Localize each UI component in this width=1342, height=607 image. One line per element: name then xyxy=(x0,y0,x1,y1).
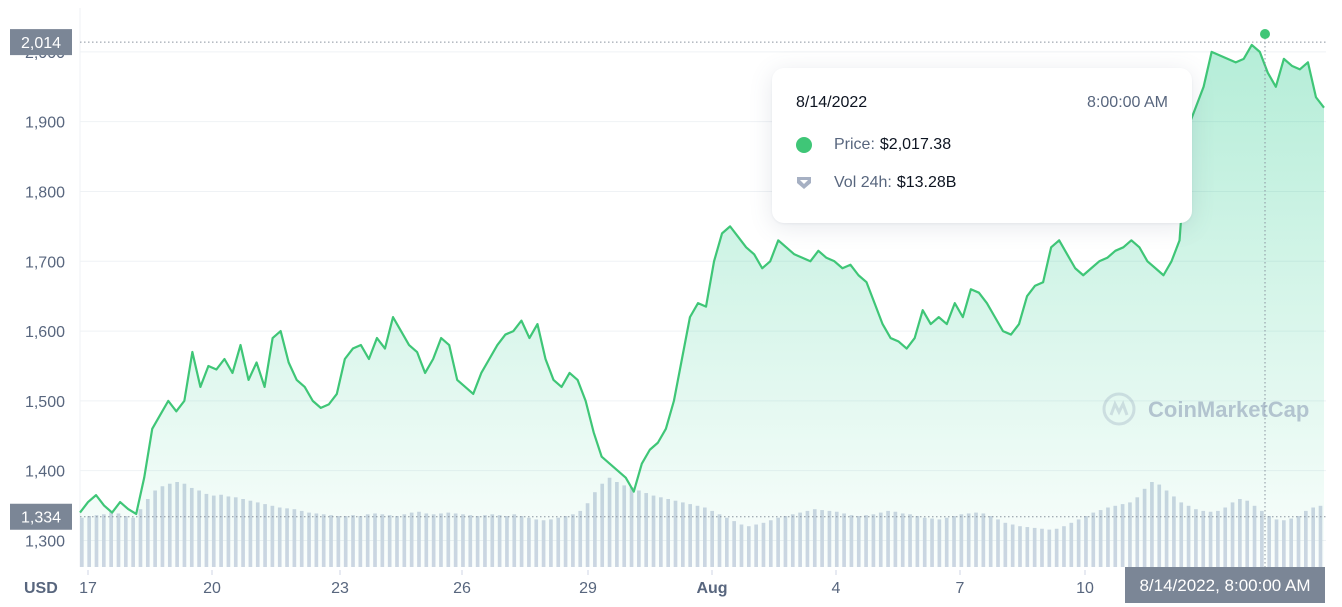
watermark-logo-icon xyxy=(1102,392,1136,426)
x-tick-label: 23 xyxy=(331,580,349,597)
y-tick-label: 1,700 xyxy=(25,254,65,271)
low-marker-label: 1,334 xyxy=(21,510,61,527)
x-tick-label: Aug xyxy=(696,580,727,597)
tooltip-price-label: Price: xyxy=(834,136,875,153)
tooltip-volume-row: Vol 24h: $13.28B xyxy=(796,174,956,192)
low-marker-box xyxy=(10,503,72,530)
y-tick-label: 1,800 xyxy=(25,184,65,201)
crosshair-date-box xyxy=(1125,567,1325,603)
y-tick-label: 1,900 xyxy=(25,115,65,132)
tooltip-price-value: $2,017.38 xyxy=(879,136,952,153)
chart-tooltip: 8/14/2022 8:00:00 AM Price: $2,017.38 Vo… xyxy=(772,68,1192,223)
y-tick-label: 1,500 xyxy=(25,394,65,411)
tooltip-volume-value: $13.28B xyxy=(896,174,957,191)
x-tick-label: 4 xyxy=(832,580,841,597)
tooltip-time: 8:00:00 AM xyxy=(1087,94,1168,111)
x-tick-label: 7 xyxy=(956,580,965,597)
y-tick-label: 1,400 xyxy=(25,464,65,481)
high-marker-box xyxy=(10,29,72,56)
x-tick-label: 20 xyxy=(203,580,221,597)
crosshair-date-label: 8/14/2022, 8:00:00 AM xyxy=(1139,576,1310,595)
tooltip-price-row: Price: $2,017.38 xyxy=(796,136,951,154)
volume-shield-icon xyxy=(797,177,811,189)
tooltip-date: 8/14/2022 xyxy=(796,94,868,111)
x-tick-label: 29 xyxy=(579,580,597,597)
y-tick-label: 1,300 xyxy=(25,533,65,550)
y-tick-label: 1,600 xyxy=(25,324,65,341)
price-dot-icon xyxy=(796,137,812,153)
x-tick-label: 17 xyxy=(79,580,97,597)
hover-point xyxy=(1260,29,1270,39)
currency-label: USD xyxy=(24,580,58,597)
tooltip-volume-label: Vol 24h: xyxy=(834,174,892,191)
watermark-text: CoinMarketCap xyxy=(1148,397,1309,422)
x-tick-label: 26 xyxy=(453,580,471,597)
price-line xyxy=(79,43,1325,516)
x-tick-label: 10 xyxy=(1076,580,1094,597)
high-marker-label: 2,014 xyxy=(21,35,61,52)
